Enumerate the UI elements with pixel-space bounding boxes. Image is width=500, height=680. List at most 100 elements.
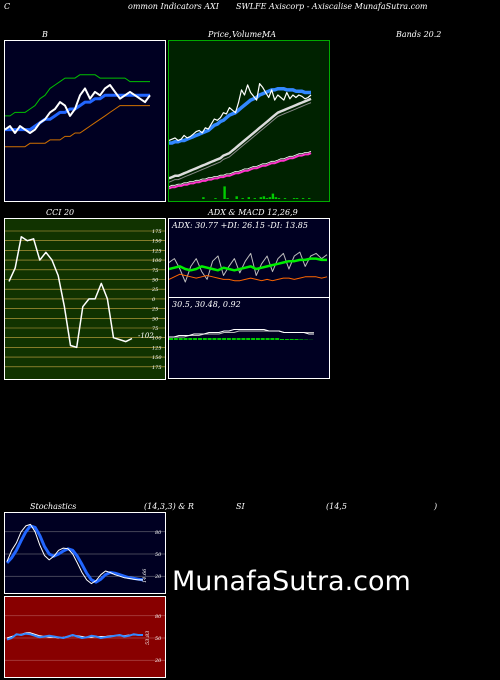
- macd-hist-bar: [246, 338, 251, 340]
- macd-chart: [169, 329, 314, 340]
- macd-hist-bar: [294, 339, 299, 340]
- macd-hist-bar: [284, 339, 289, 340]
- cci-tick-label: 25: [151, 307, 158, 313]
- macd-hist-bar: [275, 338, 280, 340]
- volume-bar: [262, 196, 266, 199]
- volume-bar: [259, 197, 262, 199]
- macd-hist-bar: [251, 338, 256, 340]
- macd-hist-bar: [212, 338, 217, 340]
- volume-bar: [247, 197, 250, 199]
- bollinger-chart: [5, 74, 151, 148]
- rsi-blue-line: [6, 632, 143, 641]
- price-ma-panel: [168, 40, 330, 202]
- stoch-tick-label: 20: [154, 574, 162, 580]
- bb-price-line: [5, 84, 151, 134]
- macd-hist-bar: [169, 338, 173, 340]
- rsi-tick-label: 20: [154, 658, 162, 664]
- rsi-value-label: 53.83: [145, 631, 151, 645]
- macd-hist-bar: [226, 338, 231, 340]
- cci-tick-label: 125: [152, 248, 162, 254]
- cci-tick-label: 0: [152, 297, 156, 303]
- volume-bar: [226, 198, 229, 199]
- volume-bar: [265, 198, 269, 199]
- stoch-d-line: [5, 524, 144, 584]
- rsi-chart: 80 50 20 53.83: [5, 614, 165, 664]
- adx-readout: ADX: 30.77 +DI: 26.15 -DI: 13.85: [172, 221, 308, 230]
- volume-bar: [271, 193, 275, 199]
- ma-title-b: Volume,: [232, 30, 265, 39]
- stoch-tick-label: 50: [155, 552, 162, 558]
- cci-tick-label: 175: [152, 229, 162, 235]
- stoch-title-d: (14,5: [326, 502, 347, 511]
- adx-panel: ADX: 30.77 +DI: 26.15 -DI: 13.85: [168, 218, 330, 298]
- macd-signal-line: [169, 330, 314, 338]
- macd-hist-bar: [241, 338, 246, 340]
- macd-hist-bar: [198, 338, 202, 340]
- adx-title: ADX & MACD 12,26,9: [208, 208, 298, 217]
- cci-tick-label: 50: [152, 278, 159, 284]
- header-left: C: [4, 2, 11, 11]
- cci-tick-label: 150: [152, 355, 162, 361]
- rsi-panel: 80 50 20 53.83: [4, 596, 166, 678]
- macd-hist-bar: [173, 338, 178, 340]
- cci-tick-label: 150: [152, 239, 162, 245]
- volume-bar: [235, 196, 238, 199]
- ma-pink-white-line: [169, 150, 312, 187]
- macd-hist-bar: [265, 338, 270, 340]
- stoch-title-a: Stochastics: [30, 502, 77, 511]
- macd-hist-bar: [217, 338, 222, 340]
- macd-hist-bar: [183, 338, 188, 340]
- volume-bar: [308, 198, 311, 199]
- volume-bar: [295, 198, 299, 199]
- volume-bar: [268, 197, 272, 199]
- cci-value-label: -102: [138, 332, 154, 340]
- minus-di-line: [169, 273, 328, 282]
- volume-bar: [214, 198, 217, 199]
- volume-bar: [274, 197, 278, 199]
- cci-tick-label: 175: [152, 365, 162, 371]
- macd-hist-bar: [255, 338, 260, 340]
- adx-line: [169, 251, 328, 283]
- volume-bar: [292, 198, 296, 199]
- stoch-title-e: ): [434, 502, 438, 511]
- cci-panel: 175 150 125 100 75 50 25 0 25 50 75 100 125 150 175 -10…: [4, 218, 166, 380]
- adx-chart: [169, 251, 328, 283]
- cci-tick-label: 100: [152, 336, 162, 342]
- macd-readout: 30.5, 30.48, 0.92: [172, 300, 241, 309]
- ma-grey2-line: [169, 102, 312, 183]
- macd-hist-bar: [289, 339, 294, 340]
- macd-hist-bar: [207, 338, 212, 340]
- volume-bar: [277, 198, 281, 199]
- cci-tick-label: 50: [152, 316, 159, 322]
- macd-hist-bar: [231, 338, 236, 340]
- volume-bar: [283, 198, 287, 199]
- volume-bar: [253, 198, 256, 199]
- bollinger-panel: [4, 40, 166, 202]
- bb-upper-line: [5, 74, 150, 117]
- plus-di-line: [169, 257, 327, 272]
- price-ma-chart: [169, 82, 312, 199]
- macd-panel: 30.5, 30.48, 0.92: [168, 297, 330, 379]
- cci-tick-label: 125: [152, 345, 162, 351]
- header-mid: ommon Indicators AXI: [128, 2, 219, 11]
- macd-hist-bar: [222, 338, 227, 340]
- macd-hist-bar: [193, 338, 198, 340]
- ma-grey-line: [169, 97, 312, 180]
- bb-title: B: [42, 30, 48, 39]
- ma-title-c: MA: [262, 30, 276, 39]
- stoch-tick-label: 80: [155, 530, 162, 536]
- stoch-title-b: (14,3,3) & R: [144, 502, 194, 511]
- ma-blue-line: [169, 86, 311, 145]
- cci-tick-label: 100: [152, 258, 162, 264]
- macd-hist-bar: [299, 339, 304, 340]
- ma-title-a: Price,: [208, 30, 232, 39]
- cci-tick-label: 75: [152, 268, 158, 274]
- volume-bar: [301, 198, 305, 199]
- cci-tick-label: 75: [152, 326, 158, 332]
- macd-hist-bar: [260, 338, 265, 340]
- volume-bar: [202, 197, 205, 199]
- macd-hist-bar: [236, 338, 241, 340]
- cci-line: [8, 236, 133, 349]
- stoch-title-c: SI: [236, 502, 245, 511]
